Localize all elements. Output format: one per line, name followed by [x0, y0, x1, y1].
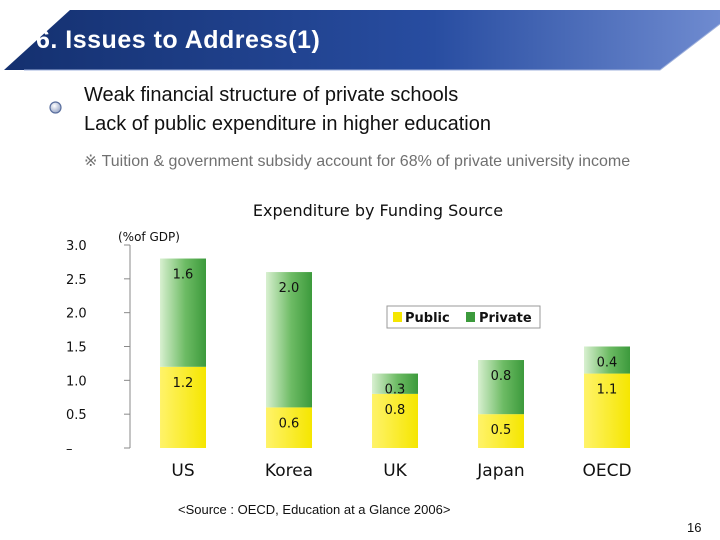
bullet-text-financial-structure: Weak financial structure of private scho…	[84, 84, 459, 106]
title-bar: 6. Issues to Address(1)	[0, 0, 720, 78]
data-label-public-oecd: 1.1	[597, 383, 618, 398]
bar-private-oecd	[584, 346, 630, 374]
note-text: ※ Tuition & government subsidy account f…	[84, 153, 631, 170]
y-tick-label: 1.0	[66, 374, 87, 389]
title-bar-shape	[4, 10, 720, 71]
data-label-public-japan: 0.5	[491, 423, 512, 438]
legend-label-public: Public	[405, 311, 450, 326]
y-tick-label: 3.0	[66, 239, 87, 254]
stacked-bar-chart: Expenditure by Funding Source (%of GDP) …	[66, 201, 632, 481]
y-axis-unit-label: (%of GDP)	[118, 230, 180, 244]
chart-title: Expenditure by Funding Source	[253, 201, 503, 220]
data-label-private-japan: 0.8	[491, 369, 512, 384]
category-label-us: US	[171, 461, 194, 481]
source-citation: <Source : OECD, Education at a Glance 20…	[178, 502, 451, 517]
bar-public-japan	[478, 414, 524, 448]
category-label-japan: Japan	[476, 461, 524, 481]
y-tick-label: 2.5	[66, 273, 87, 288]
data-label-public-uk: 0.8	[385, 403, 406, 418]
data-label-public-korea: 0.6	[279, 416, 300, 431]
bar-private-korea	[266, 272, 312, 408]
bar-public-korea	[266, 407, 312, 448]
data-label-private-korea: 2.0	[279, 281, 300, 296]
y-tick-label: 2.0	[66, 307, 87, 322]
bar-private-uk	[372, 373, 418, 394]
data-label-private-oecd: 0.4	[597, 356, 618, 371]
category-label-oecd: OECD	[582, 461, 631, 481]
slide-title: 6. Issues to Address(1)	[36, 26, 321, 54]
legend-swatch-public	[393, 312, 402, 322]
circle-bullet-icon	[49, 101, 62, 114]
y-tick-label: 1.5	[66, 341, 87, 356]
bar-public-oecd	[584, 373, 630, 448]
legend-label-private: Private	[479, 311, 532, 326]
legend-swatch-private	[466, 312, 475, 322]
category-label-uk: UK	[383, 461, 407, 481]
bar-private-us	[160, 258, 206, 367]
y-tick-label: –	[66, 442, 73, 457]
bar-public-us	[160, 366, 206, 448]
bullet-text-public-expenditure: Lack of public expenditure in higher edu…	[84, 113, 491, 135]
bar-private-japan	[478, 360, 524, 415]
data-label-private-uk: 0.3	[385, 383, 406, 398]
y-tick-label: 0.5	[66, 408, 87, 423]
bar-public-uk	[372, 393, 418, 448]
category-label-korea: Korea	[265, 461, 313, 481]
data-label-public-us: 1.2	[173, 376, 194, 391]
data-label-private-us: 1.6	[173, 268, 194, 283]
chart-legend: Public Private	[386, 305, 541, 329]
page-number: 16	[687, 520, 702, 535]
